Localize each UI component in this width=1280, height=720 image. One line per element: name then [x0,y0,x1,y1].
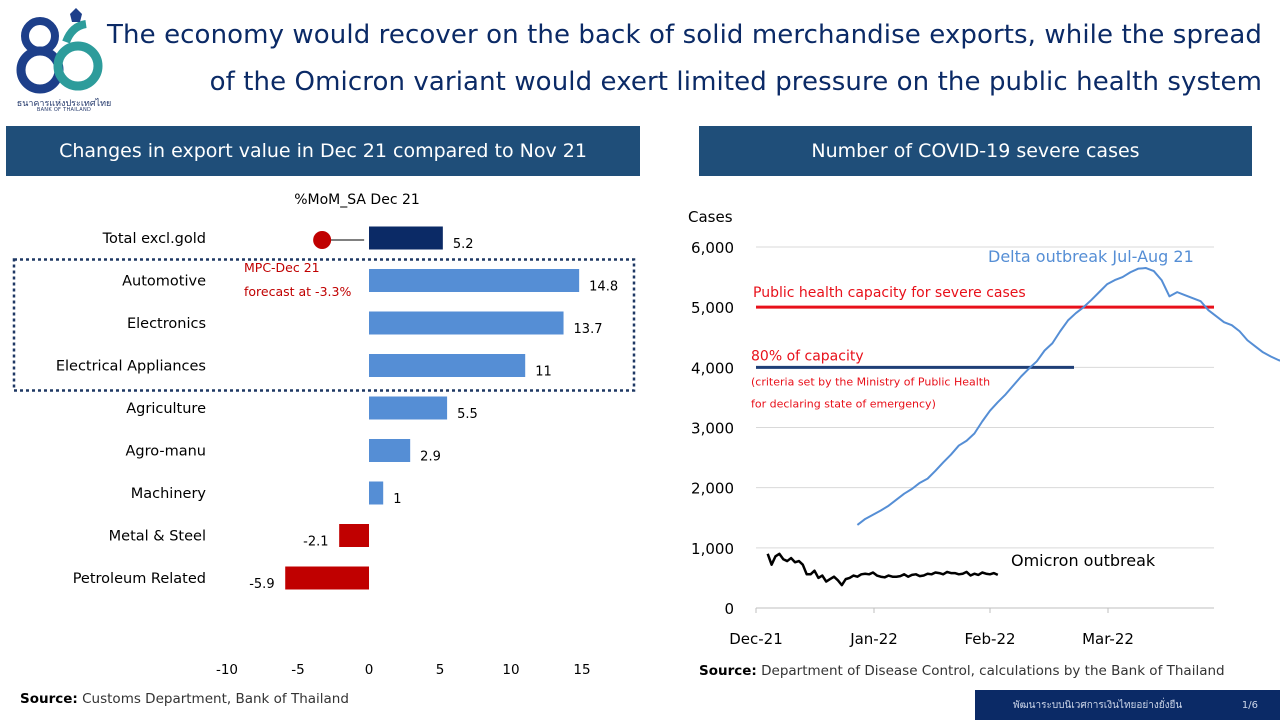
y-tick-label: 4,000 [691,359,734,377]
category-label: Electrical Appliances [56,359,206,375]
y-tick-label: 6,000 [691,239,734,257]
forecast-label-line-2: forecast at -3.3% [244,284,351,299]
covid-chart-header: Number of COVID-19 severe cases [699,126,1252,176]
bar [369,311,564,335]
bar-value-label: 1 [393,492,401,507]
covid-source-text: Department of Disease Control, calculati… [761,663,1225,679]
y-tick-label: 2,000 [691,480,734,498]
highlight-group-box [12,258,636,392]
footer-band: พัฒนาระบบนิเวศการเงินไทยอย่างยั่งยืน 1/6 [975,690,1280,720]
category-label: Machinery [131,486,207,502]
category-label: Metal & Steel [109,529,206,545]
80-percent-note-line-1: (criteria set by the Ministry of Public … [751,375,990,388]
x-tick-label: 5 [436,662,445,678]
x-tick-label: -5 [291,662,304,678]
footer-text: พัฒนาระบบนิเวศการเงินไทยอย่างยั่งยืน [1013,699,1183,711]
page-number: 1/6 [1241,699,1258,711]
bar-value-label: 11 [535,365,552,380]
y-tick-label: 3,000 [691,420,734,438]
x-tick-label: Feb-22 [964,630,1015,648]
category-label: Agro-manu [125,444,206,460]
bar-value-label: 13.7 [574,322,603,337]
covid-line-chart: Cases 0 1,000 2,000 3,000 4,000 5,000 6,000 Dec-… [688,208,1280,648]
forecast-marker-dot [313,231,332,249]
covid-source-note: Source: Department of Disease Control, c… [699,663,1225,679]
bar [369,439,411,462]
x-tick-label: 15 [573,662,590,678]
y-tick-label: 0 [724,600,734,618]
y-axis-title: Cases [688,208,733,226]
category-label: Automotive [122,274,206,290]
covid-source-label: Source: [699,663,757,679]
y-tick-label: 1,000 [691,540,734,558]
page-title-line-2: of the Omicron variant would exert limit… [209,67,1262,97]
logo-english-text: BANK OF THAILAND [36,107,92,113]
export-source-note: Source: Customs Department, Bank of Thai… [20,691,349,707]
export-bar-chart: %MoM_SA Dec 21 Total excl.gold 5.2 Automoti… [12,192,636,678]
export-source-label: Source: [20,691,78,707]
x-tick-label: 0 [365,662,374,678]
bar [285,566,369,590]
x-tick-label: Jan-22 [849,630,898,648]
category-label: Electronics [127,316,206,332]
bar-value-label: 14.8 [589,280,618,295]
bar-value-label: -5.9 [249,577,274,592]
category-label: Petroleum Related [73,571,206,587]
page-title-line-1: The economy would recover on the back of… [107,20,1262,50]
80-percent-reference-label: 80% of capacity [751,348,864,364]
bar [339,524,369,547]
category-label: Agriculture [126,401,206,417]
omicron-series-label: Omicron outbreak [1011,551,1156,570]
category-label: Total excl.gold [102,231,206,247]
bar-value-label: -2.1 [303,535,328,550]
capacity-reference-label: Public health capacity for severe cases [753,285,1026,301]
y-tick-label: 5,000 [691,299,734,317]
bar [369,269,580,292]
forecast-label-line-1: MPC-Dec 21 [244,260,320,275]
80-percent-note-line-2: for declaring state of emergency) [751,397,936,410]
x-tick-label: 10 [502,662,519,678]
export-chart-header: Changes in export value in Dec 21 compar… [6,126,640,176]
export-chart-subtitle: %MoM_SA Dec 21 [294,192,420,208]
omicron-series-line [766,552,999,587]
logo-thai-text: ธนาคารแห่งประเทศไทย [16,99,112,109]
bar-value-label: 2.9 [420,450,441,465]
bar [369,226,443,250]
bar [369,396,448,420]
logo-86-emblem-icon [16,8,103,94]
bar [369,354,526,377]
delta-series-line [856,267,1280,526]
bar-value-label: 5.5 [457,407,478,422]
delta-series-label: Delta outbreak Jul-Aug 21 [988,247,1194,266]
bar-value-label: 5.2 [453,237,474,252]
bank-of-thailand-logo: ธนาคารแห่งประเทศไทย BANK OF THAILAND [8,6,112,116]
x-tick-label: Dec-21 [729,630,783,648]
export-source-text: Customs Department, Bank of Thailand [82,691,349,707]
x-tick-label: -10 [216,662,238,678]
bar [369,481,384,505]
x-tick-label: Mar-22 [1082,630,1134,648]
